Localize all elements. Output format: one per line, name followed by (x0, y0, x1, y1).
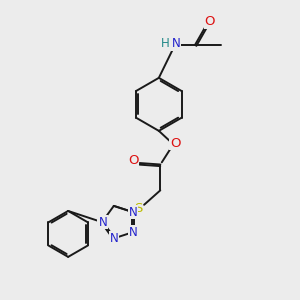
Text: N: N (128, 226, 137, 239)
Text: N: N (99, 216, 108, 229)
Text: N: N (98, 216, 106, 229)
Text: N: N (172, 37, 180, 50)
Text: O: O (204, 15, 215, 28)
Text: N: N (110, 232, 118, 245)
Text: H: H (161, 37, 170, 50)
Text: N: N (128, 206, 137, 219)
Text: O: O (128, 154, 139, 167)
Text: O: O (170, 137, 180, 150)
Text: S: S (134, 202, 142, 215)
